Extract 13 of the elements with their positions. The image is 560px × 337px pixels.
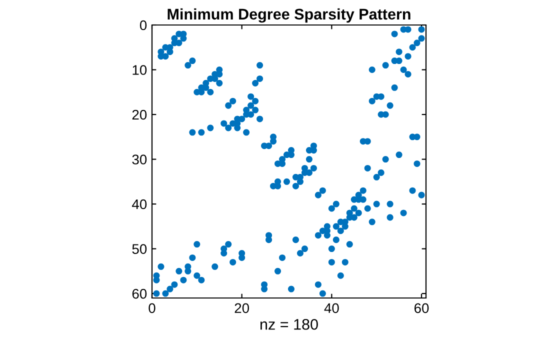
y-tick-label: 40: [132, 199, 147, 210]
x-tick-label: 60: [414, 303, 429, 314]
x-axis-title: nz = 180: [260, 318, 318, 330]
x-tick-label: 20: [234, 303, 250, 314]
x-tick-label: 0: [148, 303, 156, 314]
y-tick-label: 60: [132, 288, 147, 299]
chart-title: Minimum Degree Sparsity Pattern: [168, 8, 410, 23]
y-tick-label: 50: [132, 244, 147, 254]
x-tick-label: 40: [324, 303, 339, 314]
y-tick-label: 10: [132, 65, 147, 75]
y-tick-label: 20: [132, 110, 147, 120]
y-tick-label: 0: [140, 20, 147, 30]
y-tick-label: 30: [132, 154, 147, 164]
